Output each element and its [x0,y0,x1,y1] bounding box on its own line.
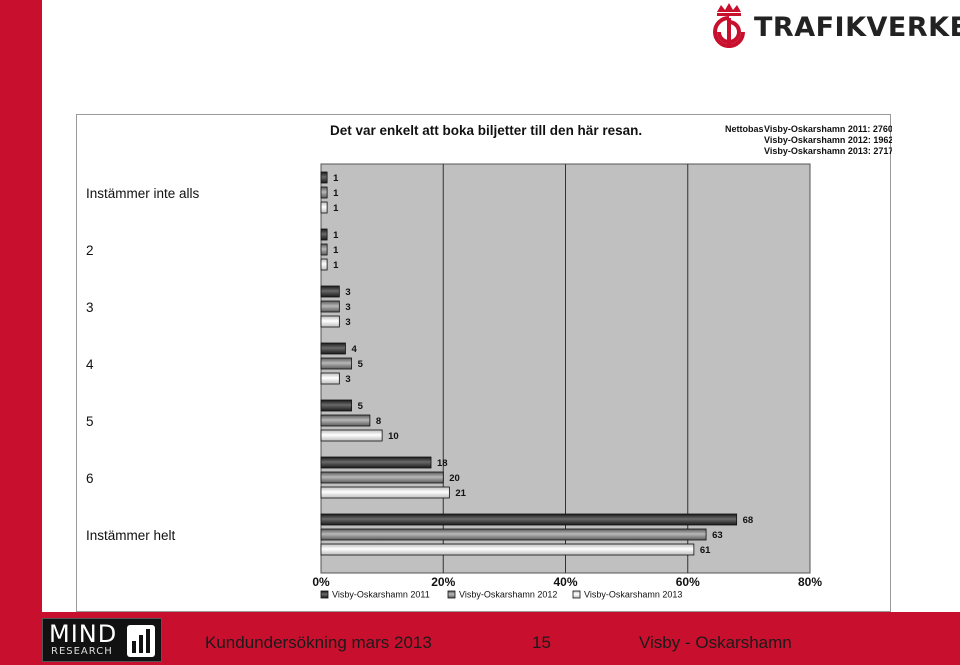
legend-label: Visby-Oskarshamn 2012 [459,590,557,600]
category-label: 6 [86,471,94,486]
bar [320,357,352,370]
bar-value-label: 5 [358,401,364,412]
bar [320,186,328,199]
bar-value-label: 8 [376,416,381,427]
bar [320,171,328,184]
legend-swatch [447,590,456,599]
bar-value-label: 1 [333,188,339,199]
bar-value-label: 1 [333,230,339,241]
category-label: Instämmer helt [86,528,176,543]
chart-title: Det var enkelt att boka biljetter till d… [330,123,642,138]
category-label: 4 [86,357,94,372]
mind-research-logo: MIND RESEARCH [42,618,162,662]
bar [320,285,340,298]
category-label: 2 [86,243,94,258]
category-label: 3 [86,300,94,315]
nettobas-label: Nettobas [725,124,764,134]
trafikverket-logo: TRAFIKVERKET [708,2,960,52]
legend-swatch [320,590,329,599]
bar-chart-logo-icon [127,625,155,657]
bar-value-label: 1 [333,260,339,271]
bar-value-label: 10 [388,431,399,442]
bar-value-label: 61 [700,545,711,556]
bar-value-label: 21 [455,488,466,499]
bar [320,315,340,328]
category-label: 5 [86,414,94,429]
bar [320,429,383,442]
x-tick-label: 0% [312,575,330,589]
legend-label: Visby-Oskarshamn 2013 [584,590,682,600]
footer-survey-title: Kundundersökning mars 2013 [205,633,432,652]
bar-value-label: 63 [712,530,723,541]
logo-main-text: MIND [49,620,118,648]
bar [320,486,450,499]
bar-value-label: 4 [351,344,357,355]
bar-value-label: 3 [345,317,350,328]
bar-value-label: 20 [449,473,460,484]
logo-sub-text: RESEARCH [51,646,113,657]
nettobas-value: Visby-Oskarshamn 2013: 2717 [764,146,892,156]
left-accent-stripe [0,0,42,665]
bar [320,528,707,541]
x-tick-label: 40% [553,575,577,589]
crown-emblem-icon [713,3,745,48]
bar [320,456,432,469]
nettobas-value: Visby-Oskarshamn 2012: 1962 [764,135,892,145]
category-label: Instämmer inte alls [86,186,200,201]
bar [320,414,371,427]
bar [320,201,328,214]
legend-label: Visby-Oskarshamn 2011 [332,590,430,600]
footer-page-number: 15 [532,633,551,652]
bar [320,258,328,271]
bar-value-label: 3 [345,374,350,385]
bar [320,300,340,313]
bar-value-label: 5 [358,359,364,370]
bar-value-label: 18 [437,458,448,469]
bar [320,543,695,556]
bar-value-label: 3 [345,287,350,298]
bar-chart: Det var enkelt att boka biljetter till d… [86,123,892,600]
x-tick-label: 20% [431,575,455,589]
bar [320,342,346,355]
bar [320,399,352,412]
bar-value-label: 1 [333,203,339,214]
chart-frame: Det var enkelt att boka biljetter till d… [76,114,892,612]
bar [320,513,738,526]
brand-name: TRAFIKVERKET [754,12,960,43]
bar [320,228,328,241]
bar-value-label: 3 [345,302,350,313]
footer-route: Visby - Oskarshamn [639,633,792,652]
bar-value-label: 68 [743,515,754,526]
bar-value-label: 1 [333,245,339,256]
bar [320,372,340,385]
bar [320,243,328,256]
nettobas-value: Visby-Oskarshamn 2011: 2760 [764,124,892,134]
legend-swatch [572,590,581,599]
bar [320,471,444,484]
x-tick-label: 60% [676,575,700,589]
x-tick-label: 80% [798,575,822,589]
bar-value-label: 1 [333,173,339,184]
